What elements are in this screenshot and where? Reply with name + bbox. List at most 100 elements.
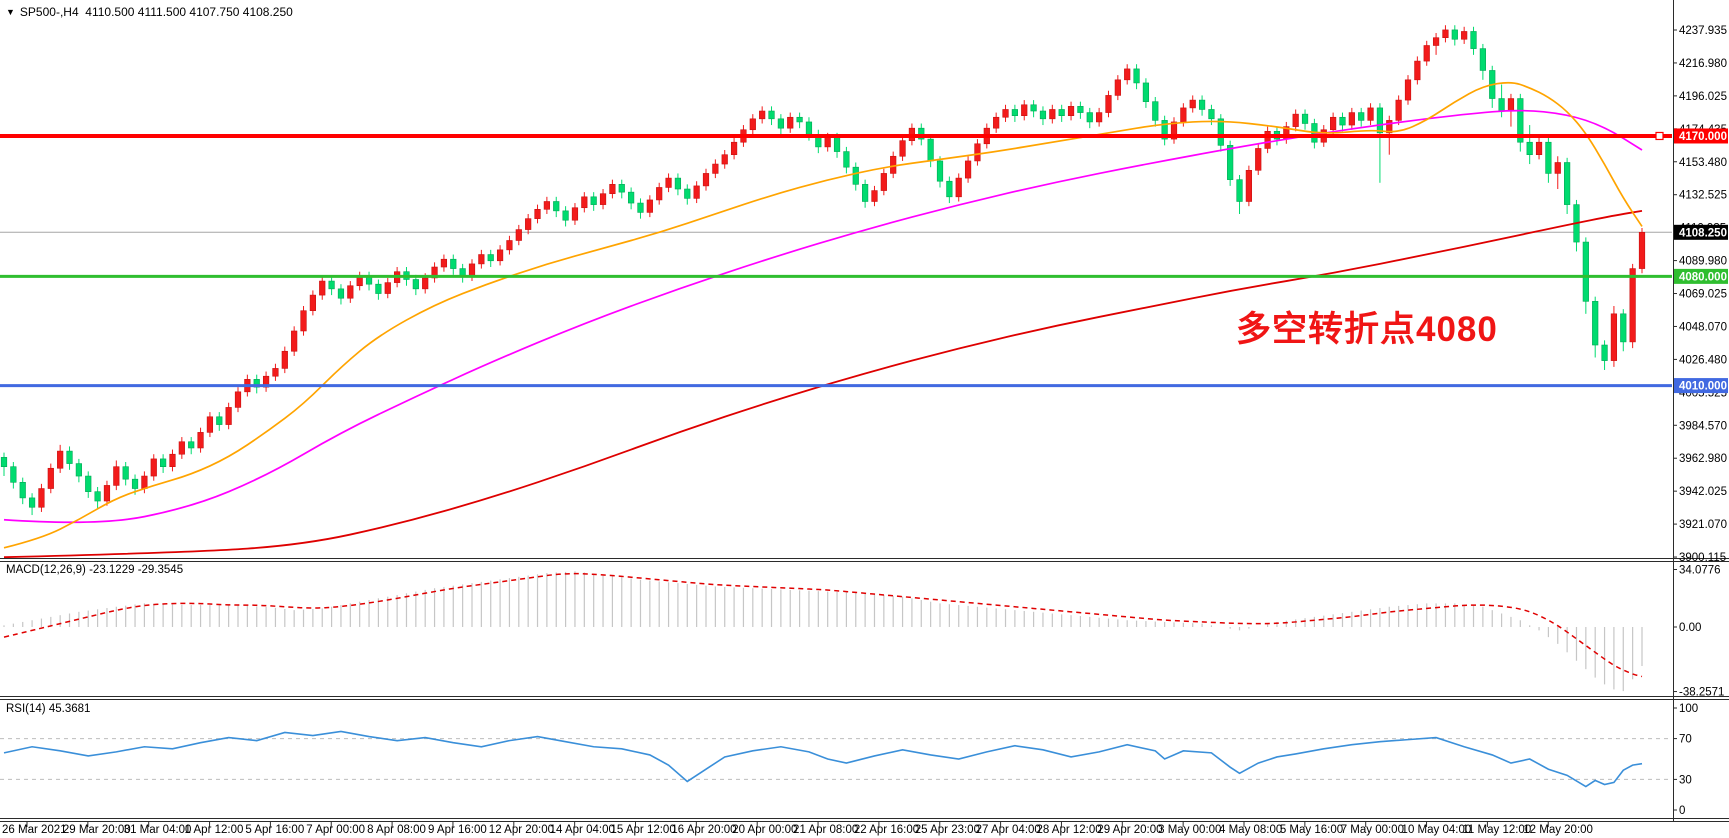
candle-body (1264, 130, 1271, 149)
rsi-tick-label: 30 (1679, 774, 1692, 786)
time-label[interactable]: 25 Apr 23:00 (915, 824, 980, 836)
candle-body (38, 488, 45, 508)
time-label[interactable]: 11 May 12:00 (1462, 824, 1531, 836)
candle-body (721, 154, 728, 165)
candle-body (160, 458, 167, 467)
pivot-line-price-badge-bg[interactable] (1674, 268, 1728, 284)
candle-body (843, 151, 850, 168)
time-label[interactable]: 7 May 00:00 (1341, 824, 1404, 836)
candle-body (10, 466, 17, 483)
candle-body (468, 263, 476, 277)
candle-body (1395, 99, 1402, 121)
macd-tick-label: -38.2571 (1679, 687, 1724, 699)
time-label[interactable]: 5 May 16:00 (1280, 824, 1343, 836)
candle-body (1479, 48, 1486, 71)
time-label[interactable]: 12 Apr 20:00 (489, 824, 554, 836)
time-label[interactable]: 16 Apr 20:00 (671, 824, 736, 836)
time-label[interactable]: 7 Apr 00:00 (306, 824, 365, 836)
time-label[interactable]: 10 May 04:00 (1402, 824, 1472, 836)
horizontal-level-lines[interactable] (0, 131, 1672, 388)
hline-endpoint-handle[interactable] (1655, 131, 1664, 141)
price-tick-label: 3942.025 (1679, 486, 1727, 498)
candle-body (1180, 107, 1187, 123)
candle-body (1114, 79, 1121, 96)
candle-body (122, 466, 129, 480)
candle-body (1414, 60, 1421, 81)
candle-body (1124, 68, 1131, 81)
time-label[interactable]: 14 Apr 04:00 (550, 824, 615, 836)
candle-body (337, 288, 345, 299)
rsi-value: 45.3681 (48, 703, 91, 715)
candle-body (178, 441, 185, 455)
candle-body (1498, 98, 1505, 112)
pivot-line-price-badge[interactable]: 4080.000 (1679, 271, 1727, 283)
macd-name: MACD(12,26,9) (6, 564, 86, 576)
price-tick-label: 4153.480 (1679, 157, 1727, 169)
rsi-indicator-label: RSI(14) 45.3681 (6, 703, 90, 715)
time-label[interactable]: 3 May 00:00 (1158, 824, 1221, 836)
price-tick-label: 4026.480 (1679, 354, 1727, 366)
candle-body (730, 141, 738, 155)
candle-body (300, 310, 307, 332)
slow-ma-line (3, 209, 1643, 559)
price-axis[interactable]: 4237.9354216.9804196.0254174.4354153.480… (1673, 25, 1728, 817)
time-label[interactable]: 29 Mar 20:00 (63, 824, 131, 836)
time-label[interactable]: 21 Apr 08:00 (793, 824, 858, 836)
time-label[interactable]: 5 Apr 16:00 (245, 824, 304, 836)
candle-body (684, 188, 691, 199)
candle-body (1227, 145, 1234, 180)
rsi-tick-label: 0 (1679, 805, 1685, 817)
candle-body (899, 140, 906, 157)
time-label[interactable]: 31 Mar 04:00 (124, 824, 192, 836)
time-label[interactable]: 1 Apr 12:00 (185, 824, 244, 836)
macd-tick-label: 0.00 (1679, 622, 1701, 634)
candle-body (1629, 268, 1636, 343)
chart-title: ▼ SP500-,H4 4110.500 4111.500 4107.750 41… (6, 5, 293, 19)
time-label[interactable]: 22 Apr 16:00 (854, 824, 919, 836)
candle-body (955, 177, 962, 198)
candle-body (880, 173, 887, 191)
candle-body (262, 375, 270, 388)
annotation-text[interactable]: 多空转折点4080 (1236, 310, 1498, 349)
candle-body (1367, 107, 1374, 121)
candle-body (1039, 110, 1047, 120)
support-line-price-badge-bg[interactable] (1674, 378, 1728, 394)
candle-body (66, 450, 73, 464)
time-label[interactable]: 9 Apr 16:00 (428, 824, 487, 836)
candle-body (759, 110, 766, 120)
time-label[interactable]: 4 May 08:00 (1219, 824, 1282, 836)
candle-body (1133, 68, 1140, 84)
candle-body (1620, 313, 1627, 343)
candle-body (628, 191, 635, 204)
candle-body (833, 137, 841, 152)
support-line-price-badge[interactable]: 4010.000 (1679, 381, 1727, 393)
time-label[interactable]: 26 Mar 2021 (2, 824, 67, 836)
candle-body (1170, 121, 1178, 140)
candle-body (665, 177, 672, 188)
price-tick-label: 3900.115 (1679, 552, 1726, 564)
candle-body (225, 407, 232, 425)
candle-body (85, 475, 92, 492)
time-label[interactable]: 12 May 20:00 (1523, 824, 1593, 836)
time-label[interactable]: 15 Apr 12:00 (611, 824, 676, 836)
rsi-tick-label: 100 (1679, 703, 1698, 715)
candle-body (768, 110, 775, 120)
resistance-line-price-badge[interactable]: 4170.000 (1679, 131, 1727, 143)
candle-body (1564, 162, 1571, 205)
time-label[interactable]: 29 Apr 20:00 (1097, 824, 1162, 836)
candle-body (1582, 241, 1589, 302)
time-label[interactable]: 27 Apr 04:00 (976, 824, 1041, 836)
time-label[interactable]: 8 Apr 08:00 (367, 824, 426, 836)
price-tick-label: 4196.025 (1679, 91, 1727, 103)
time-label[interactable]: 20 Apr 00:00 (732, 824, 797, 836)
candle-body (590, 196, 597, 205)
time-label[interactable]: 28 Apr 12:00 (1036, 824, 1101, 836)
candle-body (1086, 112, 1093, 123)
candle-body (852, 166, 859, 185)
candle-body (749, 118, 756, 131)
candle-body (309, 294, 316, 311)
resistance-line-price-badge-bg[interactable] (1674, 128, 1728, 144)
candle-body (188, 441, 195, 449)
